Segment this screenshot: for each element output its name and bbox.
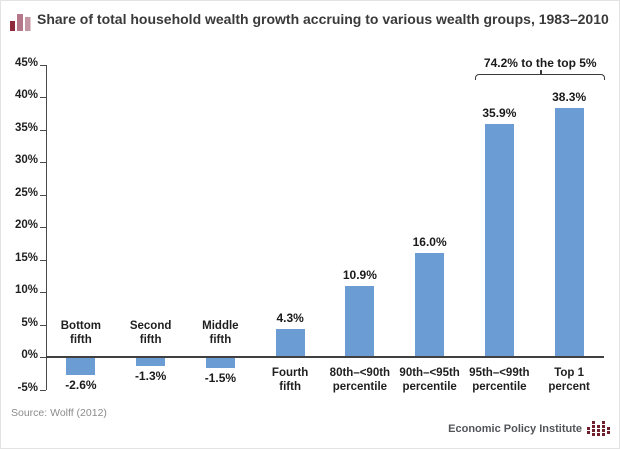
bar-value-label: -2.6% <box>65 377 97 392</box>
category-label: 90th–<95th percentile <box>388 366 472 394</box>
category-label-line: 95th–<99th <box>469 367 530 379</box>
category-label-line: percent <box>548 381 590 393</box>
category-label-line: Fourth <box>271 367 309 379</box>
category-label-line: fifth <box>139 334 162 346</box>
category-label-line: percentile <box>472 381 527 393</box>
category-label-line: 90th–<95th <box>399 367 460 379</box>
y-axis-tick <box>40 324 46 326</box>
bar-value-label: -1.5% <box>204 370 237 385</box>
y-axis-tick <box>40 97 46 98</box>
brand-name: Economic Policy Institute <box>448 423 582 435</box>
y-axis-tick-label: 5% <box>21 316 38 329</box>
bar <box>345 286 375 357</box>
y-axis-tick-label: 0% <box>21 349 38 361</box>
y-axis-tick-label: 30% <box>14 154 38 166</box>
y-axis-line <box>46 64 47 390</box>
bar <box>275 329 305 357</box>
category-label: Middle fifth <box>178 319 262 347</box>
source-note: Source: Wolff (2012) <box>11 407 107 419</box>
category-label: Second fifth <box>109 319 193 347</box>
bar-chart-icon <box>10 14 31 31</box>
category-label: 80th–<90th percentile <box>318 366 402 394</box>
y-axis-tick <box>40 227 46 228</box>
brand: Economic Policy Institute <box>448 421 611 437</box>
annotation-bracket <box>475 70 606 80</box>
y-axis-tick-label: 15% <box>14 251 38 264</box>
category-label-line: fifth <box>209 334 232 346</box>
bar-value-label: -1.3% <box>134 369 167 384</box>
category-label: Bottom fifth <box>39 319 123 347</box>
category-label-line: Middle <box>202 320 239 332</box>
y-axis-tick-label: 40% <box>14 89 38 101</box>
y-axis-tick <box>40 357 46 358</box>
y-axis-tick <box>40 292 46 293</box>
annotation-bracket-tick <box>540 70 543 75</box>
bar-value-label: 16.0% <box>412 235 447 249</box>
category-label: Fourth fifth <box>248 366 332 394</box>
y-axis-tick-label: 35% <box>14 121 38 134</box>
bar-value-label: 38.3% <box>552 90 587 105</box>
y-axis-tick <box>40 162 46 163</box>
bar <box>66 358 96 375</box>
y-axis-tick-label: 45% <box>14 56 38 69</box>
y-axis-tick <box>40 389 46 391</box>
bar <box>205 358 235 368</box>
category-label-line: Bottom <box>60 320 101 332</box>
y-axis-tick <box>40 129 46 131</box>
bar-value-label: 10.9% <box>342 268 377 283</box>
category-label-line: 80th–<90th <box>329 367 391 379</box>
y-axis-tick-label: 10% <box>14 284 38 296</box>
y-axis-tick-label: 20% <box>14 219 38 231</box>
category-label-line: Top 1 <box>554 367 585 379</box>
annotation-label: 74.2% to the top 5% <box>483 56 597 70</box>
category-label-line: fifth <box>279 381 301 393</box>
category-label-line: Second <box>129 320 172 332</box>
category-label-line: percentile <box>332 381 388 393</box>
bar-value-label: 4.3% <box>276 311 304 326</box>
epi-dots-icon <box>587 421 610 436</box>
y-axis-tick-label: 25% <box>14 186 38 199</box>
y-axis-tick <box>40 64 46 66</box>
y-axis-tick-label: -5% <box>17 381 38 394</box>
bar <box>136 358 166 367</box>
bar-value-label: 35.9% <box>482 105 517 120</box>
bar <box>554 108 584 357</box>
y-axis-tick <box>40 259 46 261</box>
category-label: 95th–<99th percentile <box>457 366 541 394</box>
zero-line <box>46 356 604 358</box>
category-label-line: fifth <box>70 334 92 346</box>
category-label-line: percentile <box>402 381 457 393</box>
category-label: Top 1 percent <box>527 366 611 394</box>
y-axis-tick <box>40 194 46 196</box>
bar <box>484 123 514 357</box>
chart-title: Share of total household wealth growth a… <box>37 11 609 27</box>
bar <box>415 253 445 357</box>
